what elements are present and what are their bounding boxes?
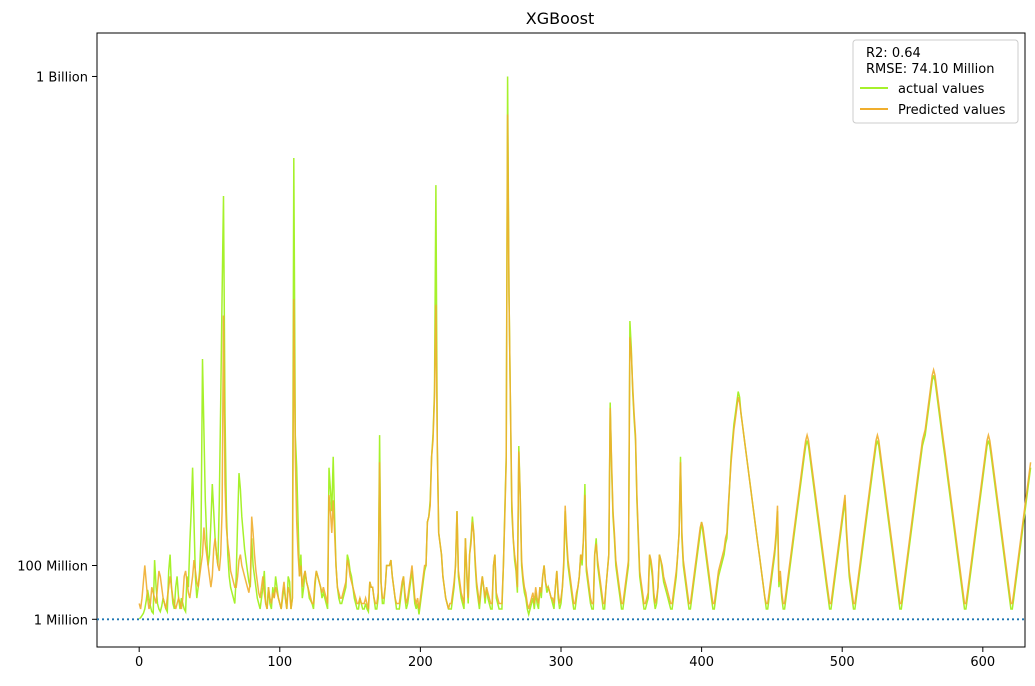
legend-label-predicted: Predicted values xyxy=(898,103,1006,118)
plot-content xyxy=(97,76,1032,621)
x-tick-label: 500 xyxy=(830,655,855,670)
x-tick-label: 400 xyxy=(689,655,714,670)
x-tick-label: 200 xyxy=(408,655,433,670)
actual-values-line xyxy=(138,76,1032,620)
y-tick-label: 1 Million xyxy=(34,613,88,628)
legend-label-actual: actual values xyxy=(898,82,985,97)
x-axis: 0 100 200 300 400 500 600 xyxy=(135,647,995,670)
predicted-values-line xyxy=(138,114,1032,610)
x-tick-label: 300 xyxy=(549,655,574,670)
y-tick-label: 1 Billion xyxy=(36,70,88,85)
rmse-annotation: RMSE: 74.10 Million xyxy=(866,62,994,77)
y-axis: 1 Million 100 Million 1 Billion xyxy=(17,70,97,628)
r2-annotation: R2: 0.64 xyxy=(866,46,921,61)
x-tick-label: 100 xyxy=(267,655,292,670)
y-tick-label: 100 Million xyxy=(17,559,88,574)
x-tick-label: 0 xyxy=(135,655,143,670)
legend: R2: 0.64 RMSE: 74.10 Million actual valu… xyxy=(852,39,1019,124)
legend-box xyxy=(852,39,1019,124)
chart-title: XGBoost xyxy=(526,9,595,28)
x-tick-label: 600 xyxy=(970,655,995,670)
